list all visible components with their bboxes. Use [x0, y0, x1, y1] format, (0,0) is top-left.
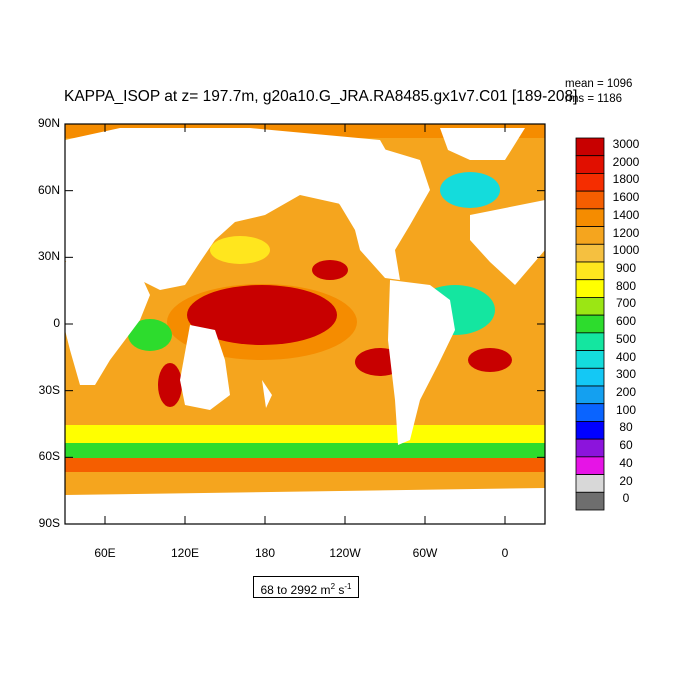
axis-ticks: [65, 123, 545, 525]
colorbar-swatch: [575, 279, 605, 298]
eurasia-land: [65, 128, 400, 290]
colorbar-level-label: 1200: [612, 225, 640, 240]
colorbar-swatch: [575, 155, 605, 174]
colorbar-swatch: [575, 456, 605, 475]
south-america-land: [388, 280, 455, 445]
colorbar-swatch: [575, 491, 605, 511]
colorbar-swatch: [575, 137, 605, 157]
indian-ocean-high: [158, 363, 182, 407]
map-field: [65, 124, 545, 524]
kuroshio-band: [210, 236, 270, 264]
colorbar-level-label: 100: [615, 402, 637, 417]
southern-band-800: [65, 425, 545, 443]
colorbar: [575, 137, 605, 511]
lat-tick-label: 60S: [38, 449, 60, 464]
colorbar-level-label: 3000: [612, 137, 640, 151]
north-pacific-high: [312, 260, 348, 280]
colorbar-level-label: 0: [622, 491, 630, 506]
colorbar-swatch: [575, 243, 605, 263]
colorbar-swatch: [575, 367, 605, 387]
lat-tick-label: 30S: [38, 382, 60, 397]
lat-tick-label: 90N: [37, 116, 60, 130]
lat-tick-label: 90S: [38, 516, 60, 530]
colorbar-swatch: [575, 474, 605, 493]
australia-land: [180, 325, 230, 410]
lon-tick-label: 0: [501, 546, 509, 560]
north-america-land: [320, 145, 430, 280]
colorbar-level-label: 400: [615, 349, 637, 364]
colorbar-level-label: 1800: [612, 172, 640, 187]
africa-land: [65, 262, 150, 385]
colorbar-swatch: [575, 350, 605, 369]
lon-tick-label: 60E: [94, 546, 116, 560]
colorbar-swatch: [575, 261, 605, 281]
colorbar-level-label: 1400: [612, 207, 640, 222]
colorbar-level-label: 1000: [612, 243, 640, 258]
colorbar-swatch: [575, 314, 605, 334]
colorbar-swatch: [575, 208, 605, 227]
pacific-band-3000: [187, 285, 337, 345]
labrador-sea-band: [440, 172, 500, 208]
antarctica-land: [65, 488, 545, 524]
colorbar-level-label: 900: [615, 261, 637, 275]
colorbar-swatch: [575, 438, 605, 458]
colorbar-level-label: 40: [619, 455, 633, 470]
rms-stat: rms = 1186: [565, 93, 622, 105]
lat-tick-label: 0: [53, 316, 60, 330]
lon-tick-label: 60W: [412, 546, 438, 560]
southern-band-1600: [65, 458, 545, 472]
colorbar-level-label: 1600: [612, 190, 640, 205]
lon-tick-label: 180: [254, 546, 276, 560]
colorbar-level-label: 600: [615, 314, 637, 329]
colorbar-level-label: 800: [615, 278, 637, 293]
colorbar-level-label: 60: [619, 438, 633, 453]
mean-stat: mean = 1096: [565, 78, 633, 90]
colorbar-level-label: 200: [615, 385, 637, 399]
europe-africa-west-land: [470, 200, 545, 285]
colorbar-swatch: [575, 190, 605, 210]
greenland-land: [440, 128, 525, 160]
colorbar-swatch: [575, 385, 605, 405]
south-atlantic-high: [468, 348, 512, 372]
colorbar-swatch: [575, 297, 605, 316]
colorbar-level-label: 20: [619, 473, 633, 488]
new-zealand-land: [262, 380, 272, 408]
colorbar-level-label: 500: [615, 331, 637, 346]
lat-tick-label: 30N: [37, 249, 60, 264]
lon-tick-label: 120E: [170, 546, 200, 560]
plot-title: KAPPA_ISOP at z= 197.7m, g20a10.G_JRA.RA…: [64, 88, 578, 105]
lat-tick-label: 60N: [37, 182, 60, 197]
colorbar-swatch: [575, 226, 605, 245]
colorbar-swatch: [575, 421, 605, 440]
colorbar-swatch: [575, 332, 605, 351]
colorbar-swatch: [575, 403, 605, 422]
bay-bengal-band: [128, 319, 172, 351]
colorbar-level-label: 2000: [612, 154, 640, 169]
units-range-box: 68 to 2992 m2 s-1: [253, 576, 359, 598]
colorbar-level-label: 80: [619, 420, 633, 435]
colorbar-swatch: [575, 173, 605, 192]
lon-tick-label: 120W: [329, 546, 361, 560]
colorbar-level-label: 700: [615, 296, 637, 311]
colorbar-level-label: 300: [615, 367, 637, 382]
